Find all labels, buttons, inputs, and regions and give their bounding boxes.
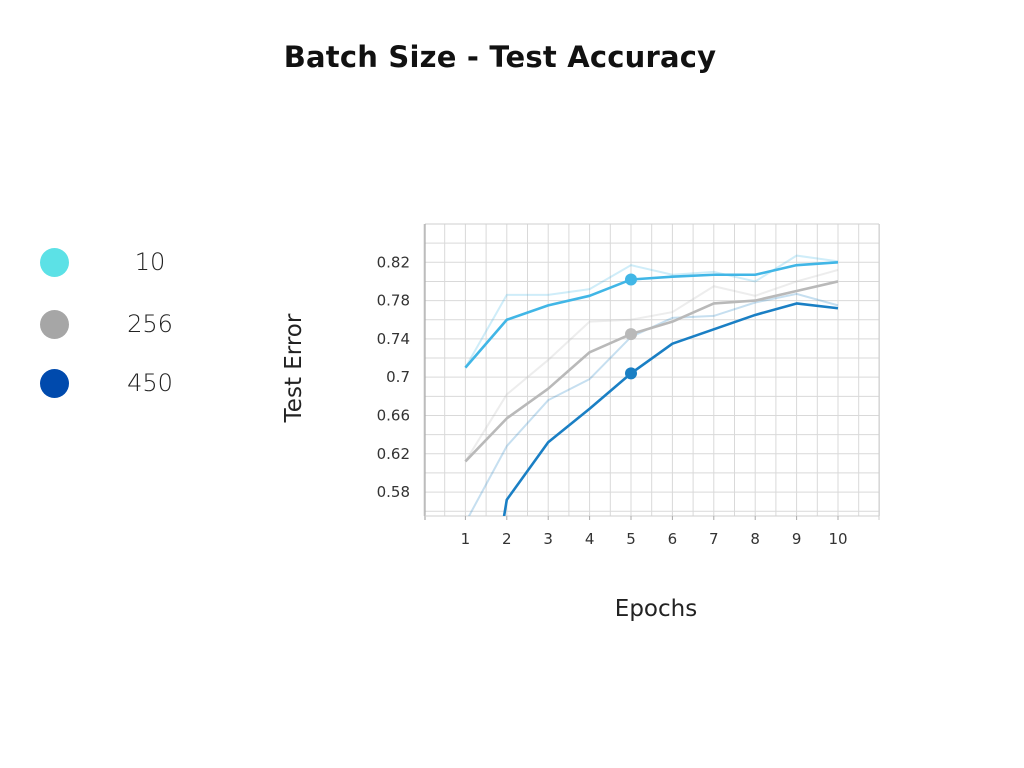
legend-item-256: 256: [40, 310, 240, 340]
x-tick-label: 7: [709, 530, 719, 548]
x-tick-label: 5: [626, 530, 636, 548]
x-tick-label: 9: [792, 530, 802, 548]
x-tick-label: 6: [668, 530, 678, 548]
series-line-256: [464, 280, 839, 463]
y-tick-label: 0.7: [386, 368, 410, 386]
x-tick-label: 2: [502, 530, 512, 548]
series-marker-10: [625, 273, 637, 286]
y-tick-label: 0.66: [377, 406, 410, 424]
series-marker-256: [625, 328, 637, 341]
y-tick-label: 0.74: [377, 330, 410, 348]
legend-item-10: 10: [40, 248, 240, 278]
x-tick-label: 1: [461, 530, 471, 548]
x-axis-label: Epochs: [614, 596, 698, 622]
y-tick-label: 0.78: [377, 292, 410, 310]
x-tick-label: 3: [543, 530, 553, 548]
x-tick-label: 10: [828, 530, 847, 548]
legend-dot-256: [40, 310, 69, 339]
legend-label-256: 256: [127, 310, 173, 338]
legend-dot-450: [40, 369, 69, 398]
series-line-10: [464, 260, 839, 369]
series-line-450: [502, 302, 839, 516]
legend-label-10: 10: [134, 248, 166, 276]
x-tick-label: 4: [585, 530, 595, 548]
chart-title: Batch Size - Test Accuracy: [283, 40, 717, 74]
series-raw-line-10: [464, 254, 839, 369]
y-tick-label: 0.58: [377, 483, 410, 501]
legend-dot-10: [40, 248, 69, 277]
x-tick-label: 8: [750, 530, 760, 548]
legend-label-450: 450: [127, 369, 173, 397]
y-tick-label: 0.82: [377, 253, 410, 271]
series-raw-line-256: [464, 268, 839, 462]
legend-item-450: 450: [40, 369, 240, 399]
y-tick-label: 0.62: [377, 445, 410, 463]
series-marker-450: [625, 367, 637, 380]
